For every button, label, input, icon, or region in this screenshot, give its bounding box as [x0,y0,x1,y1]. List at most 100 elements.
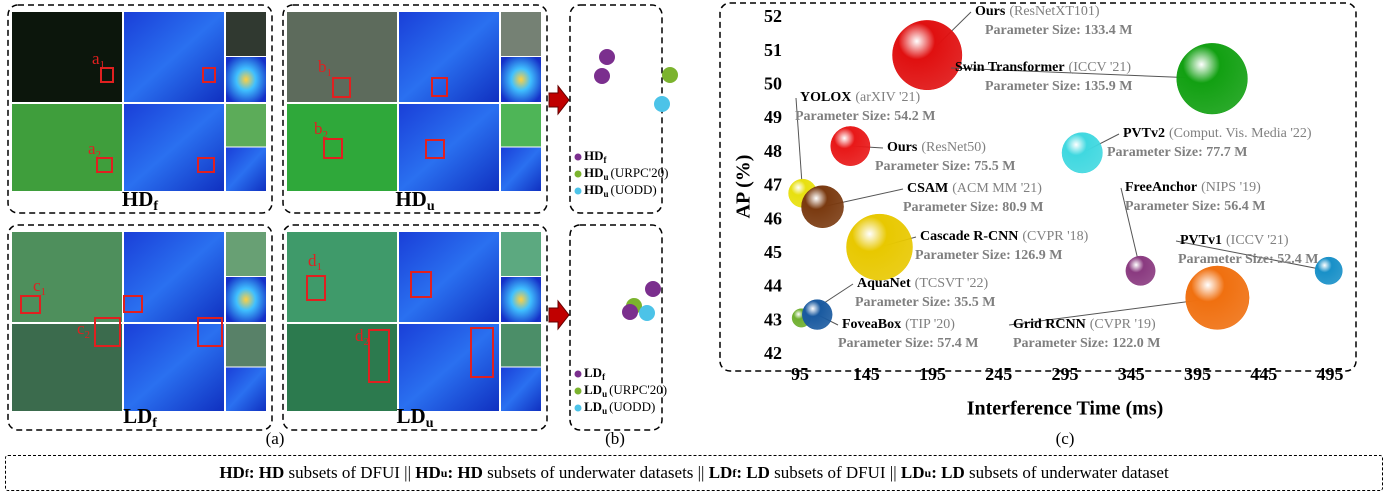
heatmap-crop [226,57,266,102]
legend-label: HDu(URPC'20) [584,165,668,182]
legend-dot [575,188,582,195]
model-name: AquaNet [857,276,911,291]
region-index: 1 [41,286,47,298]
legend-dot [575,371,582,378]
image-crop [226,104,266,147]
heatmap-crop [226,368,266,412]
feature-dot [645,281,661,297]
heatmap [399,104,499,191]
region-label: c2 [77,319,90,341]
image-crop [501,232,541,276]
footer-text: u [441,466,448,481]
model-venue: (ICCV '21) [1069,60,1132,75]
model-name: Swin Transformer [955,60,1065,75]
param-label: Parameter Size: 126.9 M [915,248,1062,263]
footer-text: subsets of DFUI || [770,463,901,483]
bubble-label: Ours(ResNet50) [887,140,986,155]
param-label: Parameter Size: 135.9 M [985,79,1132,94]
caption: (a) [266,429,285,448]
panel-label: HDf [122,187,159,214]
heatmap-crop [226,148,266,192]
image-crop [501,104,541,147]
legend-note: (UODD) [611,182,657,197]
figure-canvas: a1a2HDfb1b2HDuc1c2LDfd1d2LDuHDfHDu(URPC'… [0,0,1388,452]
heatmap [124,104,224,191]
model-venue: (ResNetXT101) [1009,4,1100,19]
bubble-label: YOLOX(arXIV '21) [800,90,921,105]
image-crop [226,232,266,276]
y-tick-label: 43 [764,309,782,329]
y-tick-label: 42 [764,343,782,363]
x-tick-label: 495 [1317,364,1344,384]
panel-label: LDf [123,404,157,431]
y-tick-label: 50 [764,74,782,94]
region-index: 1 [100,59,106,71]
caption: (b) [605,429,625,448]
y-tick-label: 49 [764,107,782,127]
image-crop [501,324,541,367]
y-tick-label: 52 [764,6,782,26]
legend-dot [575,171,582,178]
bubble-label: Cascade R-CNN(CVPR '18) [920,229,1089,244]
model-venue: (CVPR '19) [1090,317,1156,332]
bubble-label: FreeAnchor (NIPS '19) [1125,180,1261,195]
arrow [549,86,569,114]
legend-main: HD [584,165,604,180]
y-tick-label: 45 [764,242,782,262]
legend-note: (UODD) [609,399,655,414]
legend-label: HDu(UODD) [584,182,657,199]
x-tick-label: 295 [1052,364,1079,384]
legend-sub: u [604,172,609,182]
model-venue: (TIP '20) [905,317,955,332]
x-tick-label: 95 [791,364,809,384]
footer-text: HD [415,463,441,483]
panel-label-main: LD [123,404,152,428]
panel-label-main: LD [397,404,426,428]
x-tick-label: 245 [985,364,1012,384]
bubble [1177,43,1248,114]
region-index: 2 [364,336,370,348]
bubble [1126,256,1155,285]
x-tick-label: 195 [919,364,946,384]
model-name: FreeAnchor [1125,180,1197,195]
legend-label: LDu(URPC'20) [584,382,667,399]
legend-main: LD [584,399,602,414]
model-venue: (ResNet50) [921,140,986,155]
bubble [1062,133,1102,173]
legend-sub: f [602,372,606,382]
image [12,324,122,411]
y-tick-label: 46 [764,208,782,228]
param-label: Parameter Size: 35.5 M [855,295,995,310]
param-label: Parameter Size: 133.4 M [985,23,1132,38]
legend-sub: u [604,189,609,199]
region-index: 2 [85,329,91,341]
legend-note: (URPC'20) [609,382,667,397]
feature-dot [654,96,670,112]
legend-dot [575,388,582,395]
figure: a1a2HDfb1b2HDuc1c2LDfd1d2LDuHDfHDu(URPC'… [0,0,1388,496]
y-tick-label: 47 [764,175,782,195]
heatmap [399,232,499,322]
image [12,104,122,191]
param-label: Parameter Size: 77.7 M [1107,145,1247,160]
feature-dot [622,304,638,320]
feature-dot [599,49,615,65]
feature-dot [594,68,610,84]
param-label: Parameter Size: 80.9 M [903,200,1043,215]
model-venue: (NIPS '19) [1201,180,1261,195]
footer-text: subsets of DFUI || [284,463,415,483]
bubble-label: Ours(ResNetXT101) [975,4,1100,19]
heatmap [399,12,499,102]
model-name: Cascade R-CNN [920,229,1018,244]
feature-dot [639,305,655,321]
legend-main: HD [584,182,604,197]
image [12,12,122,102]
region-letter: b [314,119,323,138]
legend-label: HDf [584,148,608,165]
bubble-label: CSAM(ACM MM '21) [907,181,1042,196]
image-crop [226,324,266,367]
y-tick-label: 44 [764,276,782,296]
legend-main: HD [584,148,604,163]
image [287,232,397,322]
bubble-label: Grid RCNN(CVPR '19) [1013,317,1156,332]
